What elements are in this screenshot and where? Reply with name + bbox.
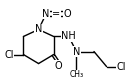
Text: NH: NH (61, 31, 76, 42)
Text: O: O (55, 61, 63, 71)
Text: Cl: Cl (117, 62, 126, 72)
Text: N: N (73, 47, 80, 57)
Text: N: N (35, 24, 42, 34)
Text: CH₃: CH₃ (69, 70, 83, 79)
Text: O: O (63, 9, 71, 19)
Text: N: N (42, 9, 50, 19)
Text: =: = (53, 9, 61, 19)
Text: Cl: Cl (4, 50, 14, 60)
